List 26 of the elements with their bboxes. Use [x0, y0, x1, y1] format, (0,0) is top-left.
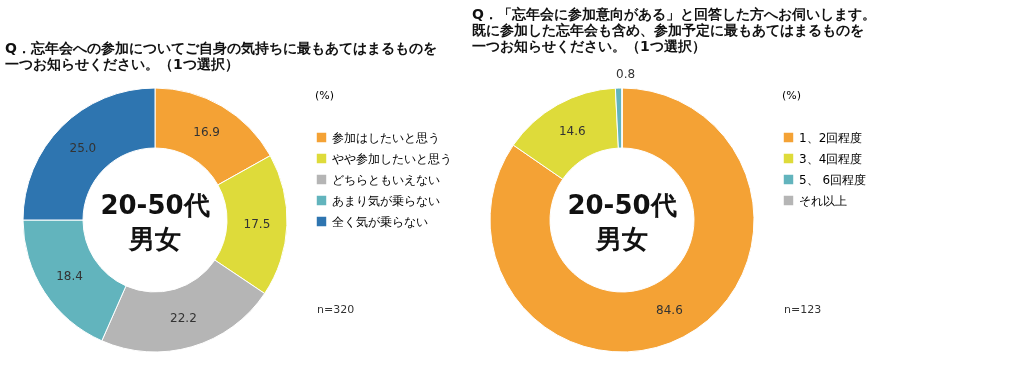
legend-label: 1、2回程度: [799, 130, 863, 145]
data-label: 18.4: [56, 268, 83, 283]
legend-label: 3、4回程度: [799, 151, 863, 166]
text: n=320: [317, 303, 355, 316]
legend-title: (%): [782, 89, 802, 102]
chart-title: Q．忘年会への参加についてご自身の気持ちに最もあてはまるものを一つお知らせください。（1つ選択）: [5, 40, 437, 72]
chart-title: Q．「忘年会に参加意向がある」と回答した方へお伺いします。既に参加した忘年会も含め、参加予定に最もあてはまるものを一つお知らせください。（1つ選択）: [472, 6, 876, 55]
text: 20-50代男女: [567, 190, 677, 254]
data-label: 22.2: [170, 310, 197, 325]
legend-label: どちらともいえない: [332, 172, 440, 187]
data-label: 25.0: [69, 140, 97, 155]
data-label: 84.6: [656, 303, 683, 318]
data-label: 17.5: [243, 217, 271, 232]
text: 20-50代男女: [100, 190, 210, 254]
legend-label: 5、 6回程度: [799, 172, 867, 187]
legend-label: やや参加したいと思う: [332, 151, 452, 166]
legend-title: (%): [315, 89, 335, 102]
legend-label: あまり気が乗らない: [332, 193, 440, 208]
text: n=123: [784, 303, 822, 316]
data-label: 0.8: [616, 67, 636, 82]
legend-label: 参加はしたいと思う: [332, 130, 440, 145]
data-label: 14.6: [558, 123, 586, 138]
legend-label: それ以上: [799, 193, 847, 208]
donut-slice: [489, 87, 755, 353]
data-label: 16.9: [193, 125, 221, 140]
legend-label: 全く気が乗らない: [332, 214, 428, 229]
